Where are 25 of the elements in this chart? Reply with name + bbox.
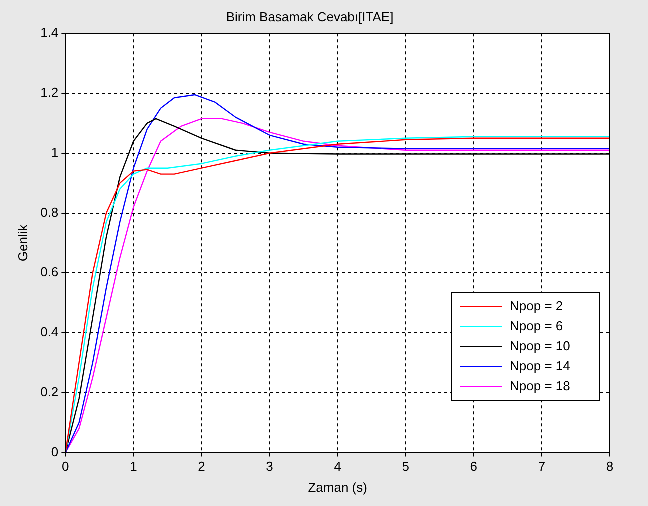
y-tick-label: 0.4 bbox=[40, 324, 59, 340]
y-tick-label: 1 bbox=[51, 144, 59, 160]
x-tick-label: 0 bbox=[62, 459, 70, 474]
y-axis-title: Genlik bbox=[15, 224, 30, 262]
x-tick-label: 3 bbox=[266, 459, 274, 474]
x-tick-label: 2 bbox=[198, 459, 206, 474]
x-axis-title: Zaman (s) bbox=[308, 480, 368, 495]
x-tick-label: 5 bbox=[402, 459, 410, 474]
legend-label: Npop = 14 bbox=[510, 358, 570, 374]
legend-label: Npop = 6 bbox=[510, 318, 564, 334]
x-tick-label: 1 bbox=[130, 459, 138, 474]
y-tick-label: 0 bbox=[51, 444, 59, 460]
y-tick-label: 1.2 bbox=[40, 85, 59, 100]
x-tick-label: 7 bbox=[538, 459, 546, 474]
y-tick-label: 0.6 bbox=[40, 264, 59, 280]
chart-title: Birim Basamak Cevabı[ITAE] bbox=[226, 9, 394, 24]
x-tick-label: 6 bbox=[470, 459, 478, 474]
y-tick-label: 0.2 bbox=[40, 384, 59, 400]
x-tick-label: 4 bbox=[334, 459, 342, 474]
legend-label: Npop = 18 bbox=[510, 378, 570, 394]
y-tick-label: 1.4 bbox=[40, 25, 59, 40]
legend-label: Npop = 10 bbox=[510, 338, 570, 354]
y-tick-label: 0.8 bbox=[40, 204, 59, 220]
legend-label: Npop = 2 bbox=[510, 298, 564, 314]
x-tick-label: 8 bbox=[606, 459, 614, 474]
